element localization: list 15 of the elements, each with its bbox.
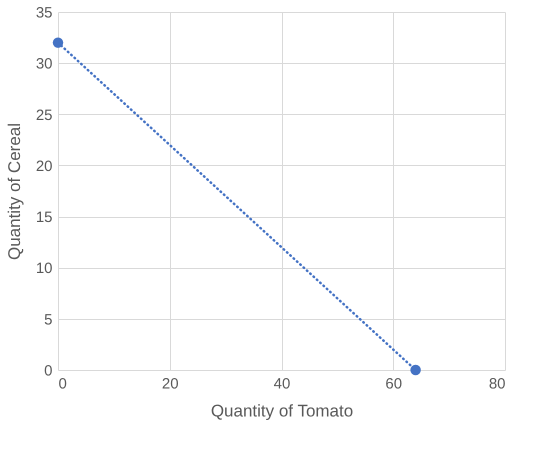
y-tick-label: 35 <box>36 4 52 22</box>
y-tick-label: 5 <box>44 311 52 328</box>
y-tick-label: 20 <box>36 158 52 175</box>
x-tick-label: 60 <box>385 376 402 392</box>
x-tick-label: 80 <box>488 376 506 392</box>
y-tick-label: 25 <box>36 106 52 124</box>
y-axis-title: Quantity of Cereal <box>4 122 24 260</box>
x-axis-title: Quantity of Tomato <box>210 402 354 420</box>
y-tick-label: 10 <box>36 260 52 278</box>
y-tick-label: 0 <box>44 362 52 380</box>
x-tick-label: 0 <box>58 376 67 392</box>
x-tick-label: 20 <box>162 376 179 392</box>
y-tick-label: 30 <box>36 56 52 73</box>
y-tick-label: 15 <box>36 209 52 226</box>
x-tick-label: 40 <box>274 376 290 392</box>
